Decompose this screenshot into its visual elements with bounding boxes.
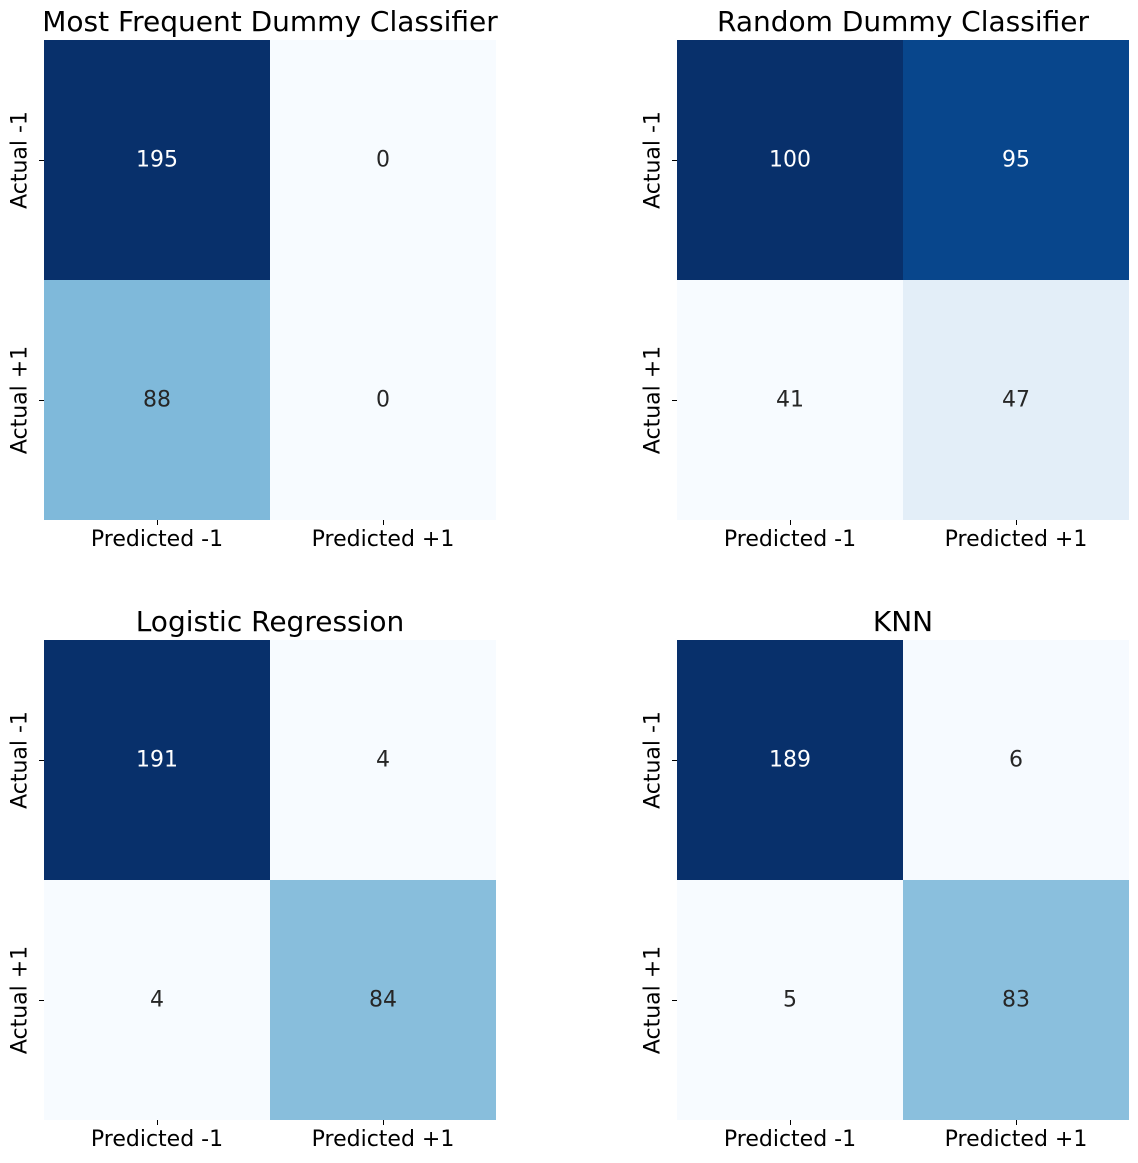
chart-title: KNN [872, 605, 934, 638]
cell-value-label: 195 [136, 147, 178, 173]
heatmap-cell [44, 640, 270, 880]
y-tick-label: Actual +1 [7, 945, 33, 1055]
cell-value-label: 41 [776, 387, 804, 413]
cell-value-label: 0 [376, 147, 390, 173]
y-tick-label: Actual +1 [640, 345, 666, 455]
heatmap-cell [677, 40, 903, 280]
cell-value-label: 4 [150, 987, 164, 1013]
y-tick-mark [39, 759, 44, 761]
cell-value-label: 189 [769, 747, 811, 773]
cell-value-label: 4 [376, 747, 390, 773]
x-tick-label: Predicted +1 [311, 1127, 455, 1152]
x-tick-mark [156, 1120, 158, 1125]
y-tick-mark [672, 159, 677, 161]
x-tick-label: Predicted -1 [90, 1127, 224, 1152]
x-tick-mark [1015, 1120, 1017, 1125]
heatmap-cell [44, 880, 270, 1120]
y-tick-mark [39, 159, 44, 161]
x-tick-label: Predicted +1 [944, 1127, 1088, 1152]
heatmap-cell [903, 280, 1129, 520]
x-tick-label: Predicted +1 [944, 527, 1088, 552]
x-tick-mark [789, 520, 791, 525]
x-tick-mark [789, 1120, 791, 1125]
y-tick-label: Actual -1 [640, 711, 666, 809]
x-tick-label: Predicted -1 [90, 527, 224, 552]
y-tick-mark [39, 999, 44, 1001]
y-tick-label: Actual -1 [7, 111, 33, 209]
heatmap-cell [270, 40, 496, 280]
cell-value-label: 95 [1002, 147, 1030, 173]
x-tick-mark [382, 1120, 384, 1125]
cell-value-label: 47 [1002, 387, 1030, 413]
heatmap-cell [677, 880, 903, 1120]
heatmap-cell [903, 40, 1129, 280]
y-tick-label: Actual +1 [7, 345, 33, 455]
y-tick-label: Actual +1 [640, 945, 666, 1055]
heatmap-cell [677, 280, 903, 520]
cell-value-label: 84 [369, 987, 397, 1013]
cell-value-label: 5 [783, 987, 797, 1013]
x-tick-label: Predicted +1 [311, 527, 455, 552]
x-tick-mark [382, 520, 384, 525]
heatmap-cell [677, 640, 903, 880]
cell-value-label: 88 [143, 387, 171, 413]
y-tick-mark [39, 399, 44, 401]
cell-value-label: 6 [1009, 747, 1023, 773]
cell-value-label: 100 [769, 147, 811, 173]
cell-value-label: 83 [1002, 987, 1030, 1013]
x-tick-label: Predicted -1 [723, 1127, 857, 1152]
x-tick-label: Predicted -1 [723, 527, 857, 552]
heatmap-cell [44, 40, 270, 280]
heatmap-cell [44, 280, 270, 520]
y-tick-label: Actual -1 [7, 711, 33, 809]
chart-title: Random Dummy Classifier [717, 5, 1089, 38]
chart-title: Most Frequent Dummy Classifier [42, 5, 498, 38]
heatmap-cell [903, 880, 1129, 1120]
heatmap-cell [903, 640, 1129, 880]
chart-title: Logistic Regression [135, 605, 405, 638]
heatmap-cell [270, 280, 496, 520]
heatmap-cell [270, 640, 496, 880]
y-tick-label: Actual -1 [640, 111, 666, 209]
y-tick-mark [672, 399, 677, 401]
x-tick-mark [1015, 520, 1017, 525]
cell-value-label: 191 [136, 747, 178, 773]
y-tick-mark [672, 999, 677, 1001]
x-tick-mark [156, 520, 158, 525]
y-tick-mark [672, 759, 677, 761]
heatmap-cell [270, 880, 496, 1120]
cell-value-label: 0 [376, 387, 390, 413]
